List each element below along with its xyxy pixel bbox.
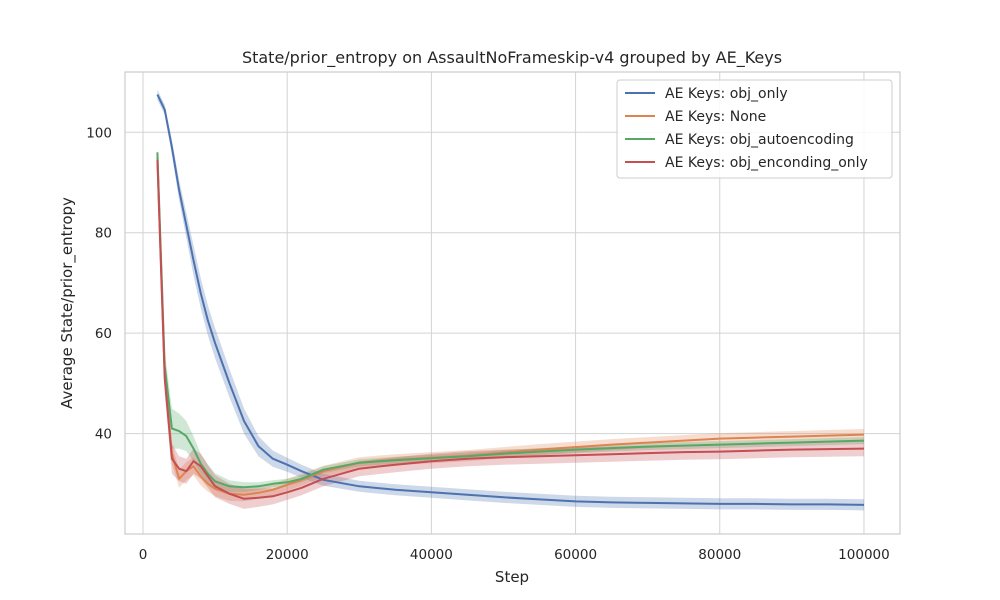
series-line-2 <box>156 152 865 489</box>
y-tick-label: 40 <box>95 427 112 443</box>
x-tick-label: 20000 <box>266 547 309 563</box>
series-lines <box>156 94 865 506</box>
legend-label: AE Keys: obj_autoencoding <box>665 132 854 148</box>
x-tick-label: 80000 <box>698 547 741 563</box>
chart-title: State/prior_entropy on AssaultNoFrameski… <box>242 48 782 68</box>
y-tick-label: 60 <box>95 326 112 342</box>
legend: AE Keys: obj_only AE Keys: None AE Keys: o… <box>616 79 893 179</box>
y-tick-label: 100 <box>86 125 112 141</box>
x-tick-label: 40000 <box>410 547 453 563</box>
legend-label: AE Keys: obj_enconding_only <box>665 155 868 171</box>
x-tick-label: 60000 <box>554 547 597 563</box>
x-tick-label: 100000 <box>838 547 890 563</box>
plot-frame <box>124 71 901 535</box>
y-tick-label: 80 <box>95 226 112 242</box>
y-axis-label: Average State/prior_entropy <box>58 197 77 409</box>
series-line-1 <box>156 157 865 496</box>
legend-box <box>616 79 893 179</box>
series-line-3 <box>156 159 865 500</box>
tick-labels: 0 20000 40000 60000 80000 100000 40 60 80 100 <box>86 125 890 563</box>
legend-label: AE Keys: obj_only <box>665 86 788 102</box>
x-axis-label: Step <box>495 568 529 586</box>
legend-label: AE Keys: None <box>665 109 766 125</box>
x-tick-label: 0 <box>139 547 148 563</box>
